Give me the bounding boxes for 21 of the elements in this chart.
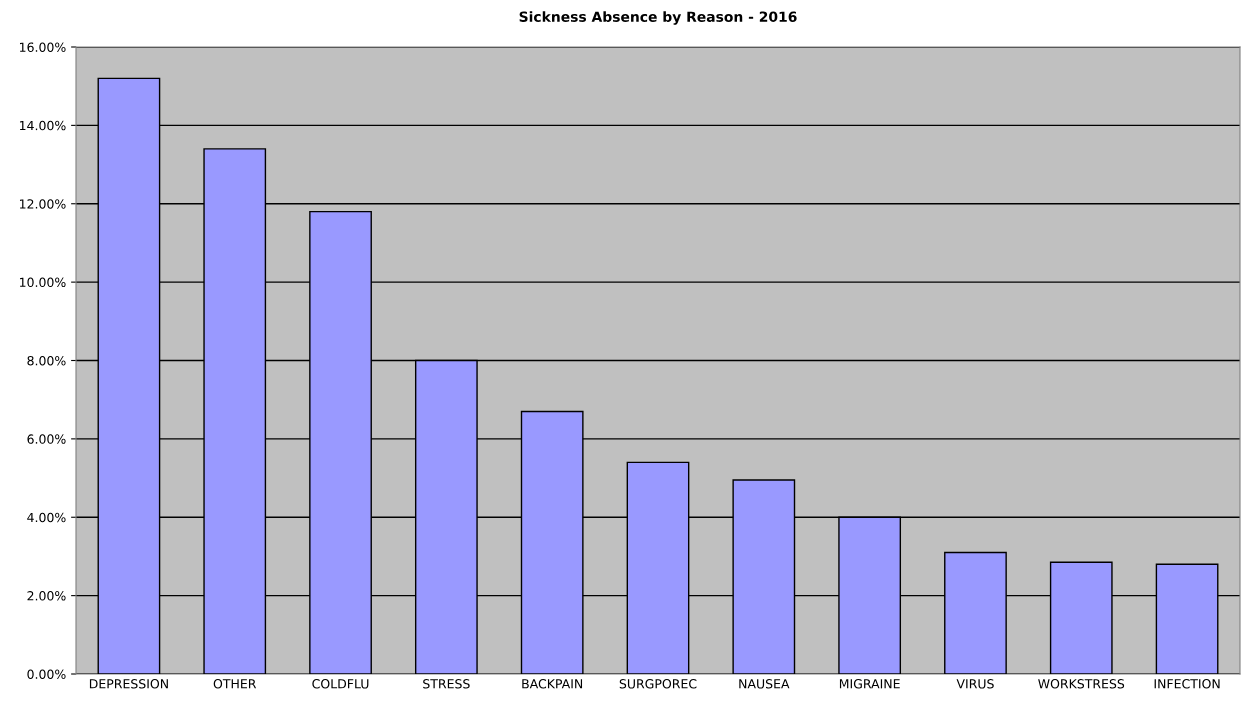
x-tick-label: WORKSTRESS	[1038, 679, 1125, 689]
y-tick-label: 8.00%	[27, 355, 66, 366]
x-tick-label: MIGRAINE	[839, 679, 900, 689]
x-tick-label: NAUSEA	[739, 679, 790, 689]
y-tick-label: 2.00%	[27, 591, 66, 601]
x-tick-label: INFECTION	[1154, 679, 1220, 689]
x-tick-label: SURGPOREC	[619, 679, 697, 689]
y-tick-label: 10.00%	[19, 277, 66, 288]
y-tick-label: 0.00%	[27, 669, 66, 679]
x-tick-label: COLDFLU	[312, 679, 369, 689]
y-tick-label: 16.00%	[19, 42, 66, 52]
y-tick-label: 12.00%	[19, 199, 66, 209]
x-tick-label: VIRUS	[956, 679, 994, 689]
x-tick-label: OTHER	[213, 679, 257, 689]
chart-title: Sickness Absence by Reason - 2016	[519, 11, 797, 25]
y-tick-label: 4.00%	[27, 512, 66, 523]
y-tick-label: 14.00%	[19, 120, 66, 131]
x-tick-label: DEPRESSION	[89, 679, 168, 689]
x-tick-label: STRESS	[423, 679, 470, 689]
y-tick-label: 6.00%	[27, 434, 66, 444]
x-tick-label: BACKPAIN	[522, 679, 583, 689]
